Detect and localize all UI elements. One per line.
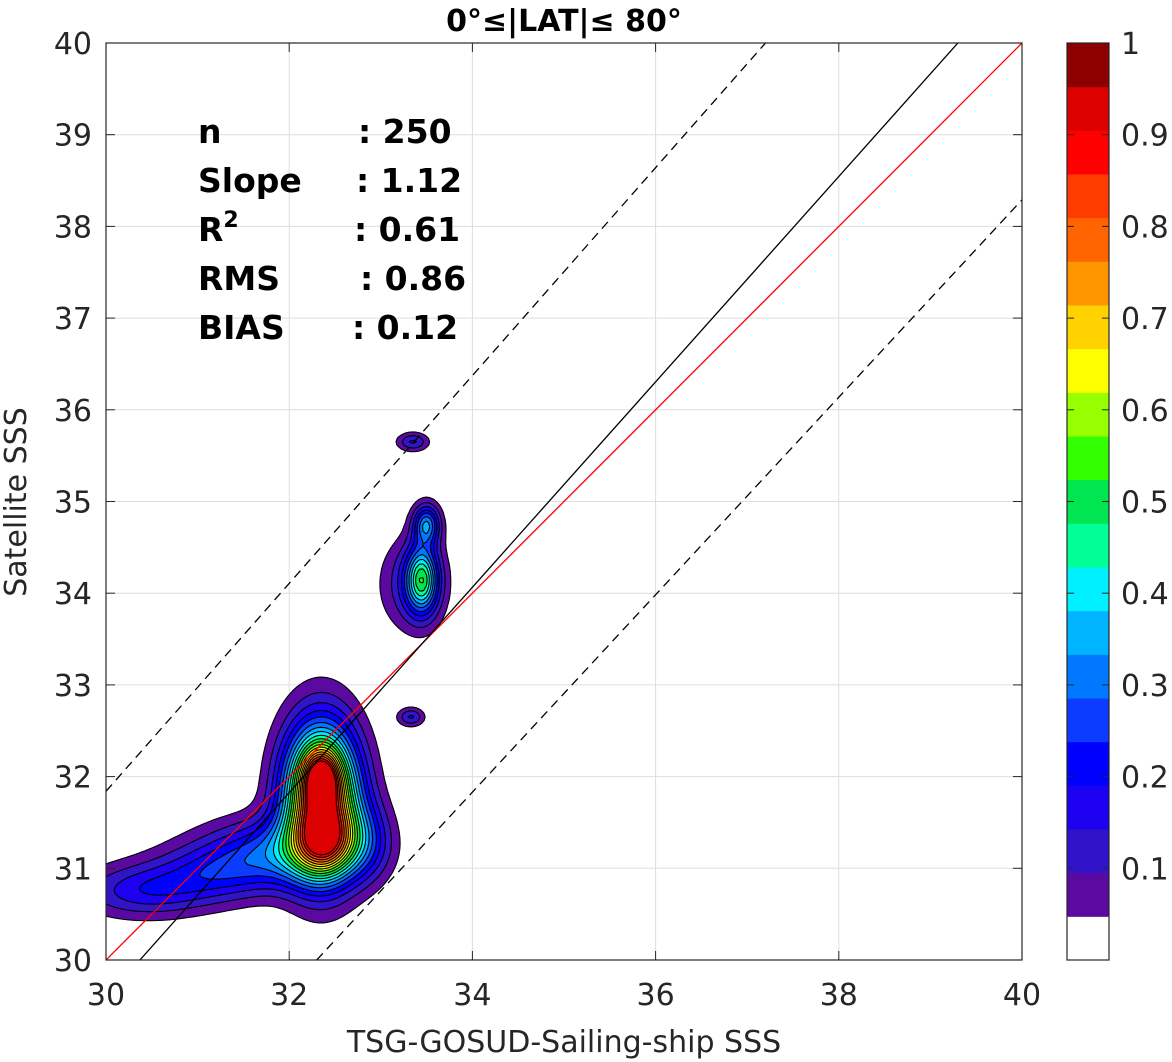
- x-tick-label: 30: [87, 978, 125, 1013]
- contour-line-3: [138, 509, 440, 897]
- stat-label: n: [198, 112, 222, 151]
- y-tick-label: 40: [54, 27, 92, 62]
- contour-line-1: [106, 435, 446, 913]
- colorbar-segment: [1067, 43, 1109, 88]
- colorbar-segment: [1067, 86, 1109, 131]
- x-axis-label: TSG-GOSUD-Sailing-ship SSS: [346, 1025, 781, 1060]
- colorbar-segment: [1067, 916, 1109, 961]
- colorbar-segment: [1067, 654, 1109, 699]
- tick-marks: [105, 42, 1023, 961]
- colorbar-segment: [1067, 610, 1109, 655]
- x-tick-label: 40: [1003, 978, 1041, 1013]
- reference-lines: [106, 43, 1022, 960]
- regression-line: [139, 43, 959, 960]
- contour-line-12: [290, 746, 354, 870]
- stat-value: : 0.86: [360, 259, 466, 298]
- upper-bound-line: [106, 43, 767, 792]
- colorbar-segment: [1067, 741, 1109, 786]
- colorbar-segment: [1067, 829, 1109, 874]
- colorbar-segment: [1067, 348, 1109, 393]
- colorbar-segment: [1067, 872, 1109, 917]
- contour-line-17: [301, 758, 343, 858]
- contour-line-5: [243, 515, 436, 889]
- contour-line-16: [299, 755, 345, 861]
- y-tick-label: 34: [54, 577, 92, 612]
- y-tick-label: 38: [54, 210, 92, 245]
- y-tick-labels: 30 31 32 33 34 35 36 37 38 39 40: [54, 27, 92, 979]
- contour-line-13: [293, 749, 352, 868]
- contour-line-0: [106, 431, 452, 924]
- contour-line-6: [264, 520, 434, 885]
- contour-line-4: [198, 512, 438, 893]
- colorbar-tick-label: 1: [1121, 27, 1140, 62]
- one-to-one-line: [106, 43, 1022, 960]
- contour-line-11: [288, 743, 356, 872]
- colorbar-segment: [1067, 305, 1109, 350]
- y-tick-label: 32: [54, 761, 92, 796]
- colorbar-tick-label: 0.4: [1121, 577, 1169, 612]
- colorbar-segment: [1067, 436, 1109, 481]
- colorbar-segment: [1067, 261, 1109, 306]
- contour-line-8: [278, 563, 430, 880]
- stat-value: : 1.12: [356, 161, 462, 200]
- stat-value: : 0.12: [352, 308, 458, 347]
- contour-line-15: [297, 753, 347, 863]
- y-tick-label: 36: [54, 394, 92, 429]
- colorbar-segment: [1067, 698, 1109, 743]
- contour-line-9: [282, 568, 428, 877]
- y-tick-label: 39: [54, 119, 92, 154]
- contour-line-7: [272, 558, 432, 882]
- colorbar-segment: [1067, 523, 1109, 568]
- y-axis-label: Satellite SSS: [0, 407, 34, 597]
- stat-value: : 0.61: [354, 210, 460, 249]
- y-tick-label: 31: [54, 852, 92, 887]
- y-tick-label: 35: [54, 486, 92, 521]
- colorbar-tick-label: 0.9: [1121, 119, 1169, 154]
- stat-label: RMS: [198, 259, 280, 298]
- colorbar-tick-labels: 0.1 0.2 0.3 0.4 0.5 0.6 0.7 0.8 0.9 1: [1121, 27, 1169, 887]
- stat-value: : 250: [358, 112, 452, 151]
- contour-line-14: [295, 751, 349, 865]
- x-tick-label: 36: [637, 978, 675, 1013]
- y-tick-label: 37: [54, 302, 92, 337]
- contour-line-2: [113, 439, 443, 905]
- colorbar-segment: [1067, 392, 1109, 437]
- y-tick-label: 33: [54, 669, 92, 704]
- y-tick-label: 30: [54, 944, 92, 979]
- colorbar-tick-label: 0.1: [1121, 852, 1169, 887]
- colorbar-tick-label: 0.6: [1121, 394, 1169, 429]
- colorbar-segment: [1067, 174, 1109, 219]
- colorbar-tick-label: 0.8: [1121, 210, 1169, 245]
- chart-title: 0°≤|LAT|≤ 80°: [446, 4, 682, 39]
- colorbar-tick-label: 0.5: [1121, 486, 1169, 521]
- lower-bound-line: [316, 199, 1022, 960]
- x-tick-label: 34: [453, 978, 491, 1013]
- contour-fill-18: [304, 760, 341, 856]
- colorbar-segment: [1067, 567, 1109, 612]
- x-tick-label: 38: [820, 978, 858, 1013]
- x-tick-label: 32: [270, 978, 308, 1013]
- stat-label: Slope: [198, 161, 302, 200]
- colorbar-tick-label: 0.2: [1121, 761, 1169, 796]
- colorbar-segment: [1067, 785, 1109, 830]
- contour-line-10: [285, 577, 424, 875]
- x-tick-labels: 30 32 34 36 38 40: [87, 978, 1041, 1013]
- colorbar-tick-label: 0.7: [1121, 302, 1169, 337]
- colorbar-segment: [1067, 130, 1109, 175]
- stat-label: BIAS: [198, 308, 285, 347]
- colorbar-segment: [1067, 217, 1109, 262]
- colorbar: [1066, 42, 1110, 961]
- density-contours: [106, 431, 452, 924]
- contour-line-18: [303, 760, 341, 856]
- colorbar-tick-label: 0.3: [1121, 669, 1169, 704]
